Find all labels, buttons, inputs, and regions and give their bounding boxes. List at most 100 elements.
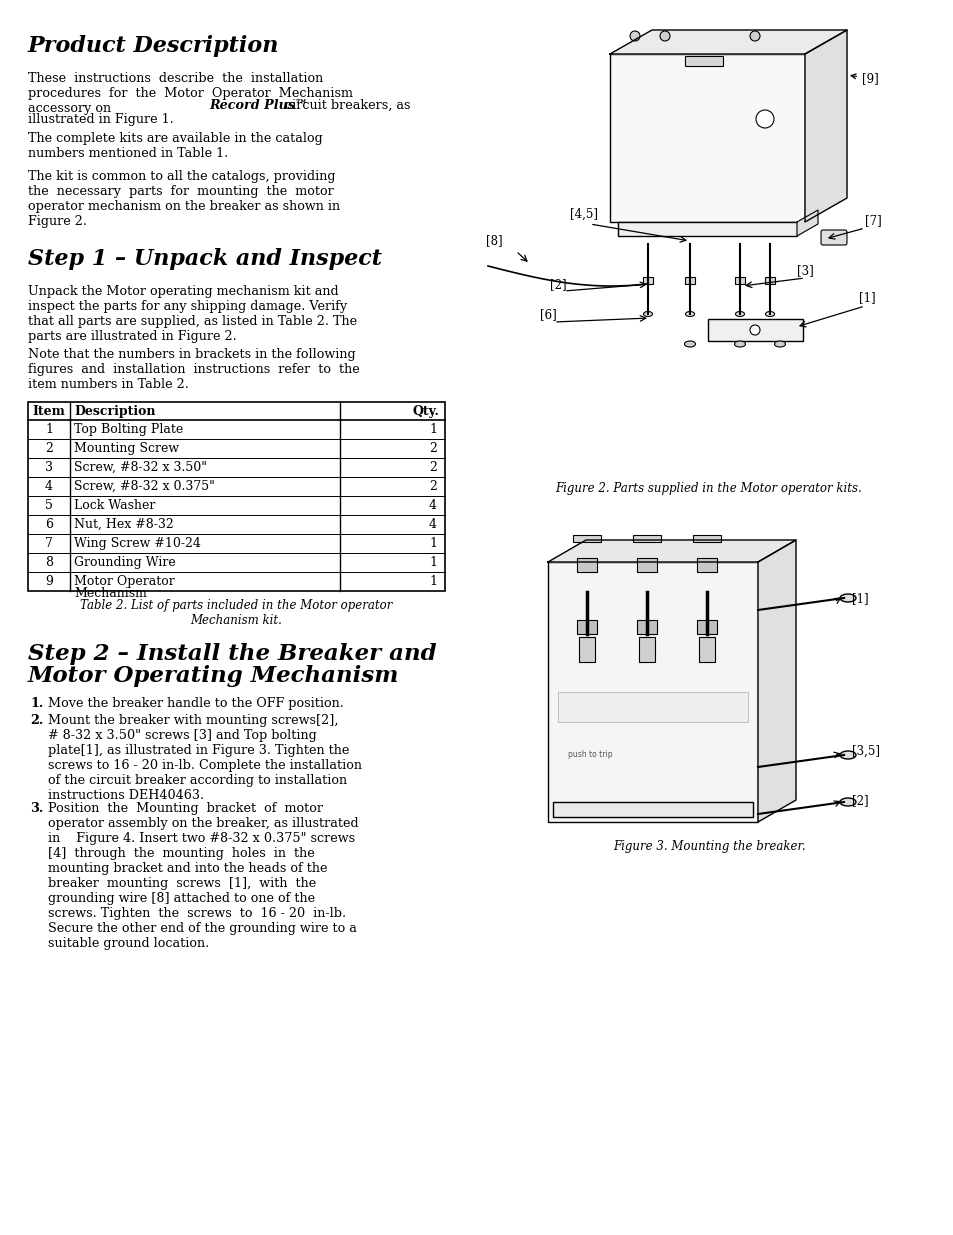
Text: Screw, #8-32 x 0.375": Screw, #8-32 x 0.375"	[74, 480, 214, 493]
Text: Item: Item	[32, 405, 66, 417]
Bar	[684, 277, 695, 284]
Text: Move the breaker handle to the OFF position.: Move the breaker handle to the OFF posit…	[48, 697, 343, 710]
Circle shape	[659, 31, 669, 41]
Text: 5: 5	[45, 499, 52, 513]
Text: The complete kits are available in the catalog
numbers mentioned in Table 1.: The complete kits are available in the c…	[28, 132, 322, 161]
Text: [3]: [3]	[796, 264, 813, 277]
Ellipse shape	[735, 311, 743, 316]
Text: Product Description: Product Description	[28, 35, 279, 57]
Text: circuit breakers, as: circuit breakers, as	[281, 99, 410, 112]
Bar	[684, 56, 722, 65]
Text: These  instructions  describe  the  installation
procedures  for  the  Motor  Op: These instructions describe the installa…	[28, 72, 353, 115]
Text: Mount the breaker with mounting screws[2],
# 8-32 x 3.50" screws [3] and Top bol: Mount the breaker with mounting screws[2…	[48, 714, 361, 802]
Text: Step 1 – Unpack and Inspect: Step 1 – Unpack and Inspect	[28, 248, 381, 270]
Text: 4: 4	[429, 499, 436, 513]
Circle shape	[755, 110, 773, 128]
Text: 1.: 1.	[30, 697, 43, 710]
Bar	[637, 558, 657, 572]
Text: [1]: [1]	[858, 291, 875, 304]
Text: Grounding Wire: Grounding Wire	[74, 556, 175, 569]
Text: Position  the  Mounting  bracket  of  motor
operator assembly on the breaker, as: Position the Mounting bracket of motor o…	[48, 802, 358, 950]
Text: Motor Operator: Motor Operator	[74, 576, 174, 588]
Text: 4: 4	[429, 517, 436, 531]
Bar	[639, 637, 655, 662]
Text: Step 2 – Install the Breaker and: Step 2 – Install the Breaker and	[28, 643, 436, 664]
Text: 1: 1	[429, 424, 436, 436]
Bar	[577, 620, 597, 634]
Ellipse shape	[764, 311, 774, 316]
Text: Lock Washer: Lock Washer	[74, 499, 155, 513]
Text: 1: 1	[429, 556, 436, 569]
Bar	[577, 558, 597, 572]
Text: 2: 2	[429, 480, 436, 493]
Text: Wing Screw #10-24: Wing Screw #10-24	[74, 537, 201, 550]
Polygon shape	[547, 540, 795, 562]
Text: The kit is common to all the catalogs, providing
the  necessary  parts  for  mou: The kit is common to all the catalogs, p…	[28, 170, 340, 228]
Text: Qty.: Qty.	[412, 405, 438, 417]
Text: [2]: [2]	[851, 794, 868, 806]
Text: Note that the numbers in brackets in the following
figures  and  installation  i: Note that the numbers in brackets in the…	[28, 348, 359, 391]
Bar	[692, 535, 720, 542]
Bar	[547, 562, 758, 823]
Text: [1]: [1]	[851, 592, 868, 605]
Text: 2.: 2.	[30, 714, 43, 727]
Ellipse shape	[840, 798, 855, 806]
FancyBboxPatch shape	[821, 230, 846, 245]
Polygon shape	[804, 30, 846, 222]
Polygon shape	[796, 210, 817, 236]
Text: Mechanism: Mechanism	[74, 587, 147, 600]
Bar	[558, 692, 747, 722]
Text: [4,5]: [4,5]	[569, 207, 598, 221]
Text: Top Bolting Plate: Top Bolting Plate	[74, 424, 183, 436]
Bar	[633, 535, 660, 542]
Ellipse shape	[840, 594, 855, 601]
Text: 1: 1	[45, 424, 53, 436]
Ellipse shape	[685, 311, 694, 316]
Bar	[637, 620, 657, 634]
Text: [9]: [9]	[850, 72, 878, 85]
Text: 3.: 3.	[30, 802, 43, 815]
Polygon shape	[609, 30, 846, 54]
Bar	[764, 277, 774, 284]
Text: [6]: [6]	[539, 308, 557, 321]
Bar	[642, 277, 652, 284]
Text: Description: Description	[74, 405, 155, 417]
Text: 7: 7	[45, 537, 52, 550]
Bar	[699, 637, 714, 662]
Bar	[697, 558, 717, 572]
Ellipse shape	[774, 341, 784, 347]
Text: Table 2. List of parts included in the Motor operator
Mechanism kit.: Table 2. List of parts included in the M…	[80, 599, 392, 627]
Text: 6: 6	[45, 517, 53, 531]
Text: Motor Operating Mechanism: Motor Operating Mechanism	[28, 664, 399, 687]
Bar	[28, 403, 444, 592]
Circle shape	[629, 31, 639, 41]
Text: 8: 8	[45, 556, 53, 569]
Text: [8]: [8]	[485, 233, 502, 247]
Text: 2: 2	[429, 442, 436, 454]
Polygon shape	[758, 540, 795, 823]
Text: 1: 1	[429, 576, 436, 588]
Text: illustrated in Figure 1.: illustrated in Figure 1.	[28, 112, 173, 126]
Text: 2: 2	[429, 461, 436, 474]
Text: [2]: [2]	[550, 278, 566, 291]
Ellipse shape	[643, 311, 652, 316]
Bar	[697, 620, 717, 634]
Bar	[707, 319, 802, 341]
Text: Figure 3. Mounting the breaker.: Figure 3. Mounting the breaker.	[612, 840, 804, 853]
Text: Mounting Screw: Mounting Screw	[74, 442, 179, 454]
Circle shape	[749, 325, 760, 335]
Text: Screw, #8-32 x 3.50": Screw, #8-32 x 3.50"	[74, 461, 207, 474]
Text: Nut, Hex #8-32: Nut, Hex #8-32	[74, 517, 173, 531]
Text: 4: 4	[45, 480, 53, 493]
Text: 1: 1	[429, 537, 436, 550]
Text: 9: 9	[45, 576, 52, 588]
Ellipse shape	[734, 341, 744, 347]
Bar	[578, 637, 595, 662]
Bar	[553, 802, 752, 818]
Text: Record Plus™: Record Plus™	[209, 99, 308, 112]
Text: 3: 3	[45, 461, 53, 474]
Bar	[609, 54, 804, 222]
Text: Figure 2. Parts supplied in the Motor operator kits.: Figure 2. Parts supplied in the Motor op…	[555, 482, 862, 495]
Ellipse shape	[684, 341, 695, 347]
Bar	[618, 222, 796, 236]
